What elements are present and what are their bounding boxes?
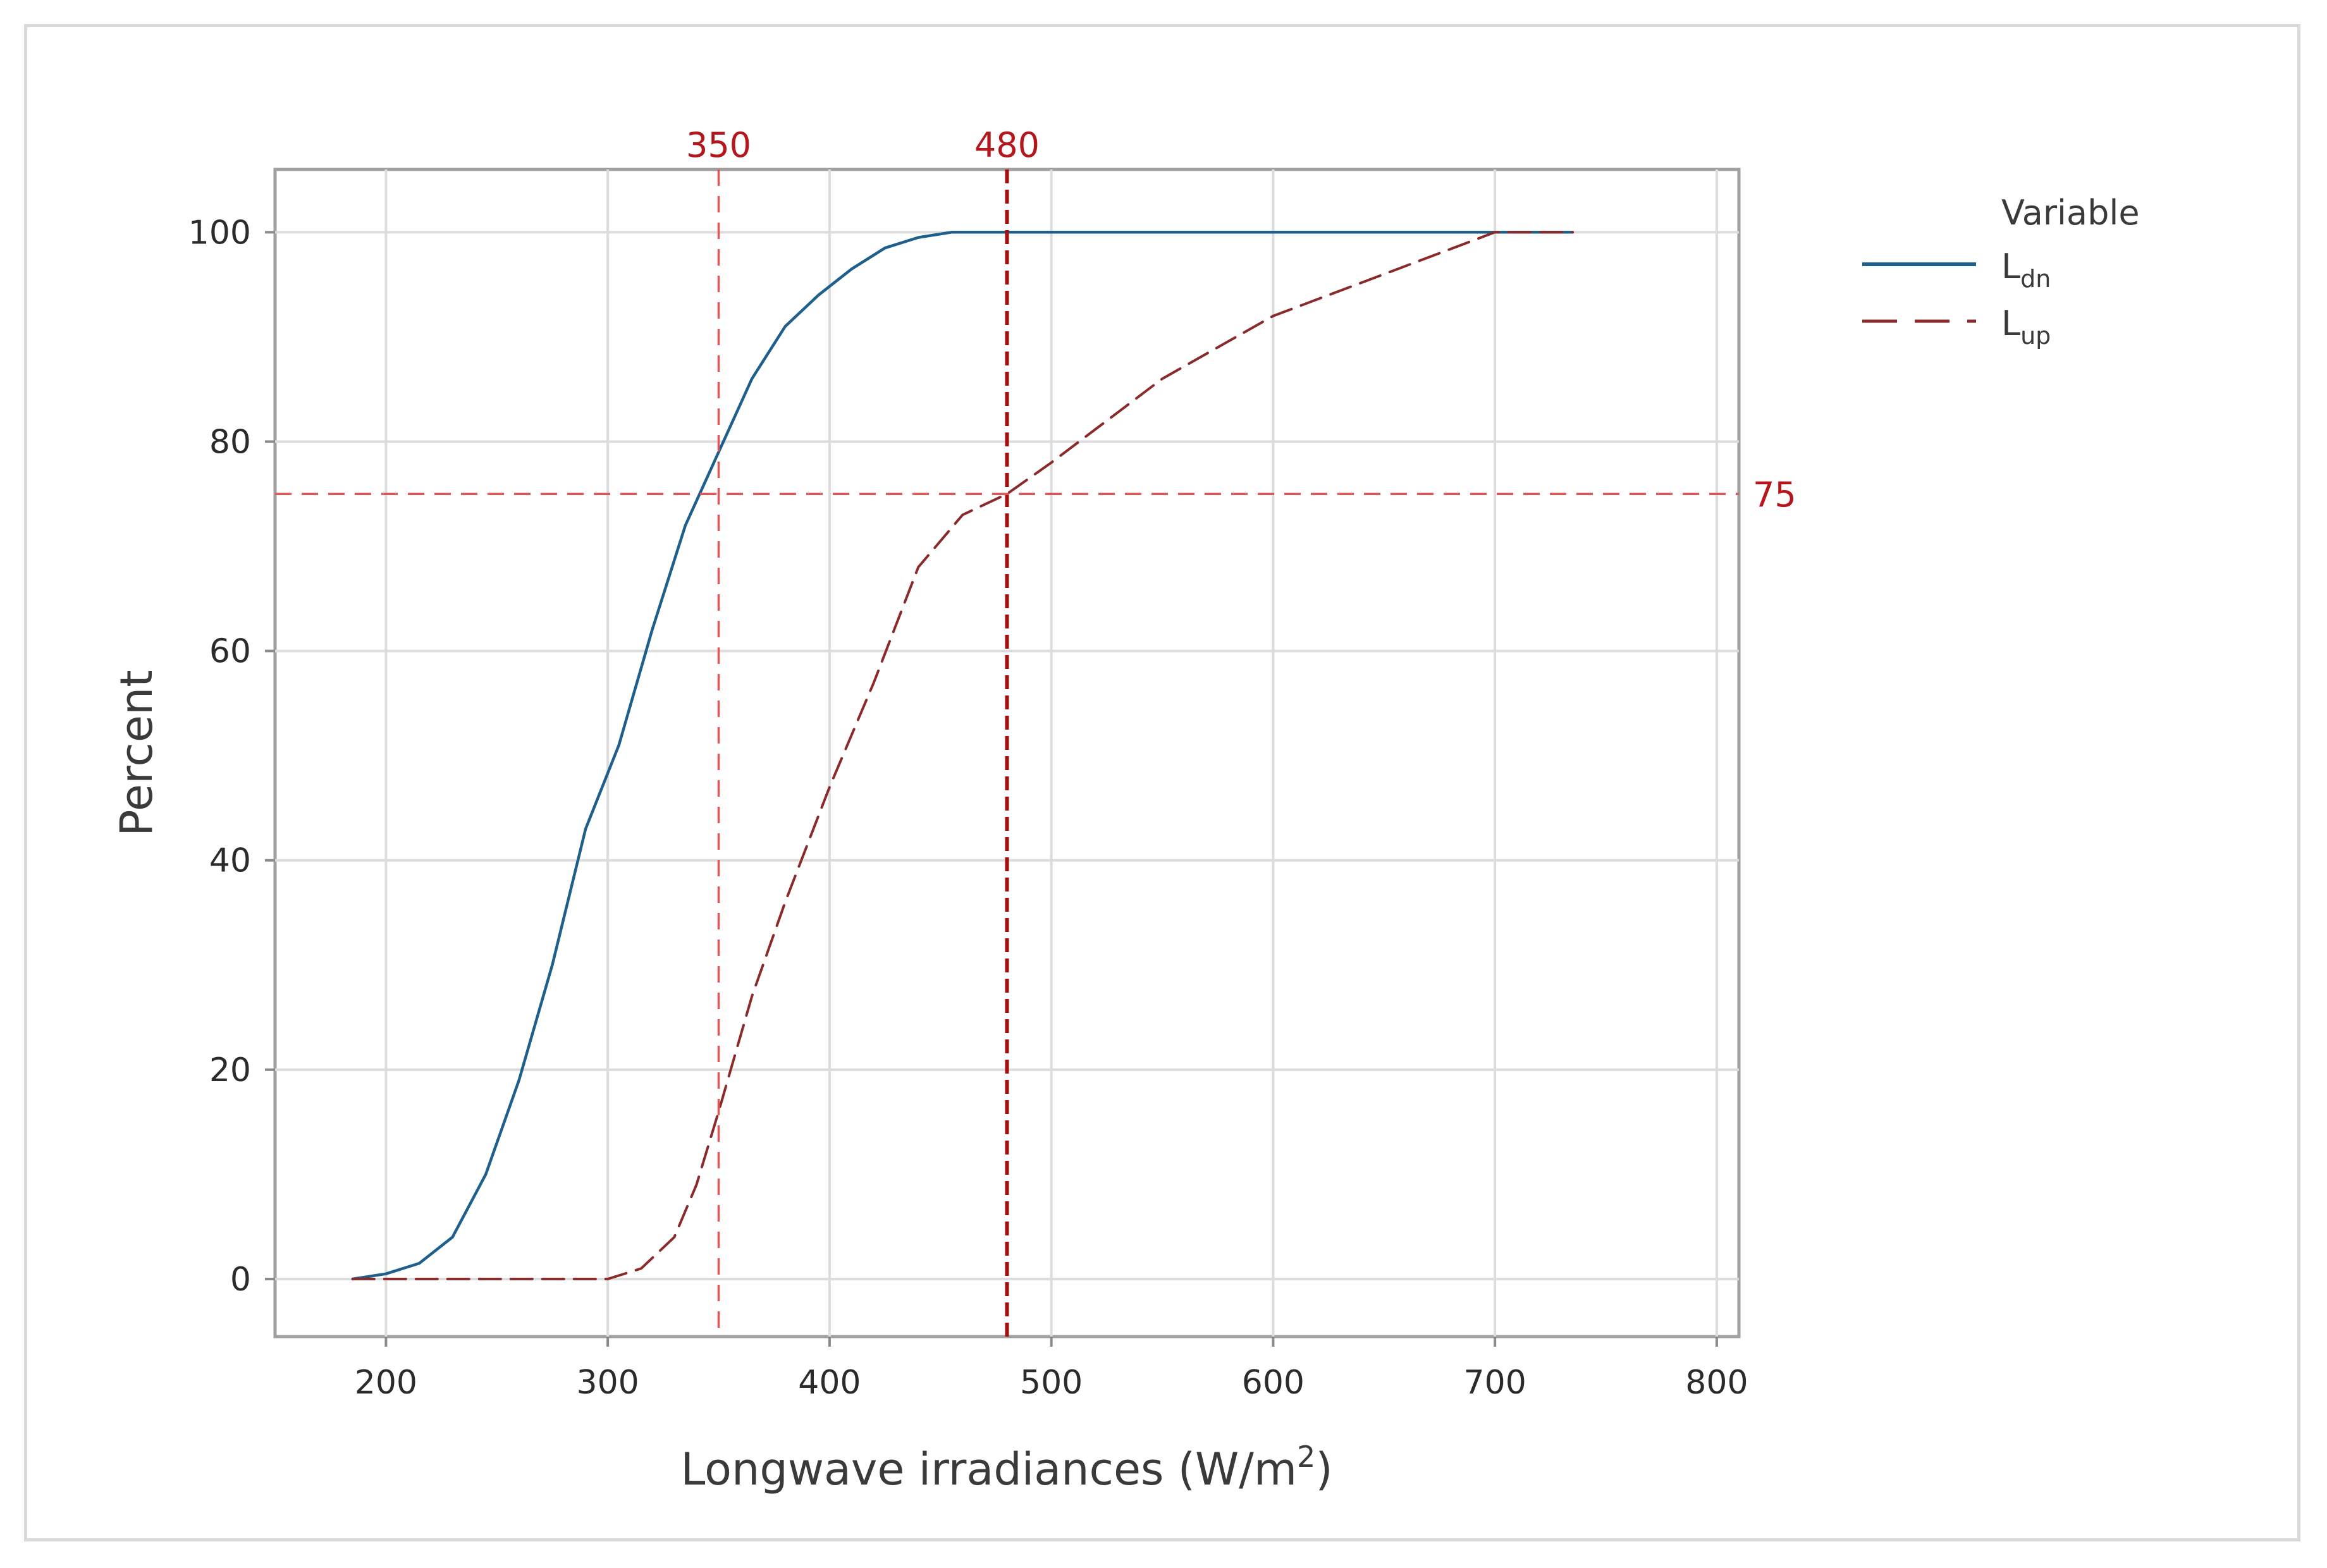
x-tick-label: 400 [798, 1364, 861, 1402]
legend-label-lup-main: L [2001, 303, 2020, 343]
legend-label-lup: Lup [2001, 303, 2051, 350]
x-tick-label: 800 [1685, 1364, 1748, 1402]
y-tick-label: 60 [209, 633, 251, 671]
reference-label-480: 480 [974, 125, 1040, 165]
x-tick-label: 700 [1464, 1364, 1526, 1402]
series-line-lup [351, 231, 1574, 1280]
legend-label-ldn-sub: dn [2020, 265, 2051, 293]
reference-label-350: 350 [686, 125, 751, 165]
x-tick-label: 200 [355, 1364, 417, 1402]
reference-lines: 350 480 75 [275, 125, 1796, 1337]
x-axis-title: Longwave irradiances (W/m2) [680, 1440, 1332, 1495]
legend-label-ldn: Ldn [2001, 247, 2051, 293]
legend-label-ldn-main: L [2001, 247, 2020, 286]
y-tick-label: 20 [209, 1051, 251, 1089]
y-axis-title: Percent [111, 670, 163, 836]
reference-label-75: 75 [1753, 475, 1796, 515]
legend-label-lup-sub: up [2020, 322, 2051, 350]
axis-ticks: 200 300 400 500 600 700 800 0 20 40 60 80 100 [188, 214, 1748, 1402]
x-axis-title-suffix: ) [1315, 1443, 1332, 1495]
y-tick-label: 0 [230, 1261, 251, 1299]
data-series [351, 231, 1575, 1281]
y-tick-label: 100 [188, 214, 251, 252]
x-tick-label: 300 [577, 1364, 639, 1402]
x-tick-label: 600 [1242, 1364, 1305, 1402]
y-tick-label: 40 [209, 842, 251, 880]
legend-title: Variable [2001, 193, 2140, 233]
legend: Variable Ldn Lup [1862, 193, 2140, 350]
x-tick-label: 500 [1020, 1364, 1083, 1402]
y-tick-label: 80 [209, 423, 251, 461]
series-line-ldn [351, 231, 1575, 1281]
x-axis-title-main: Longwave irradiances (W/m [680, 1443, 1297, 1495]
x-axis-title-superscript: 2 [1297, 1440, 1315, 1474]
